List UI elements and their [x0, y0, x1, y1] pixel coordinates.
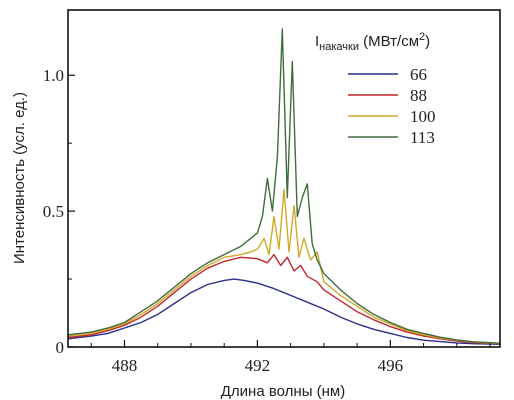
plot-area	[67, 28, 501, 345]
y-axis-title: Интенсивность (усл. ед.)	[11, 92, 28, 264]
plot-frame	[67, 9, 501, 348]
y-tick-label: 1.0	[43, 66, 64, 85]
legend-label-113: 113	[410, 128, 435, 147]
series-line-66	[67, 278, 501, 345]
legend-title-unit-suffix: )	[425, 33, 430, 50]
series-line-100	[67, 188, 501, 345]
y-tick-label: 0.5	[43, 202, 64, 221]
legend-title: Iнакачки (МВт/см2)	[315, 31, 430, 53]
series-line-113	[67, 28, 501, 344]
legend-title-main: I	[315, 33, 319, 50]
x-tick-label: 492	[245, 356, 271, 375]
legend-title-unit-sup: 2	[419, 31, 425, 43]
legend-title-sub: накачки	[319, 41, 359, 53]
legend-label-100: 100	[410, 107, 436, 126]
legend-label-88: 88	[410, 86, 427, 105]
axes: 488 492 496 0 0.5 1.0	[43, 9, 501, 375]
x-tick-label: 488	[112, 356, 138, 375]
x-axis-title: Длина волны (нм)	[221, 383, 345, 400]
legend-label-66: 66	[410, 65, 427, 84]
legend-title-unit-prefix: (МВт/см	[363, 33, 419, 50]
series-line-88	[67, 253, 501, 345]
legend: Iнакачки (МВт/см2) 66 88 100 113	[315, 31, 436, 147]
x-tick-label: 496	[378, 356, 404, 375]
y-tick-label: 0	[56, 338, 65, 357]
